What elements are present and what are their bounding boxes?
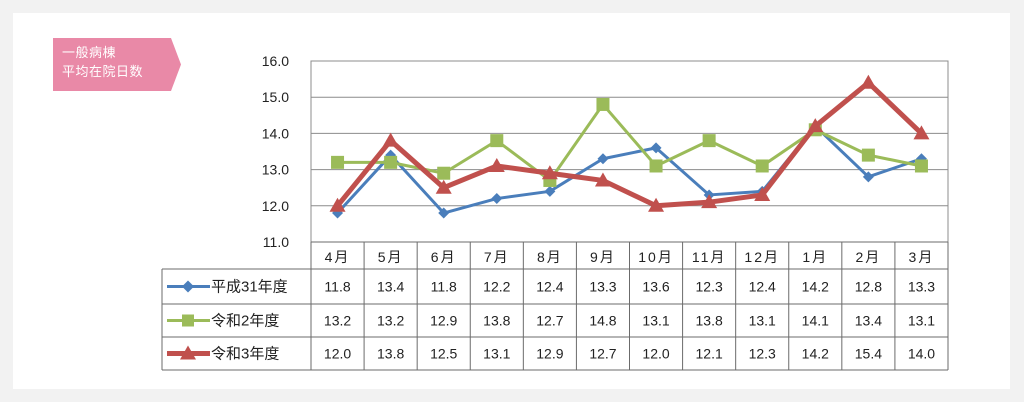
data-table-value: 11.8	[324, 279, 350, 295]
data-table-value: 13.8	[483, 313, 510, 329]
data-table-value: 12.3	[749, 346, 776, 362]
data-table-value: 12.4	[749, 279, 776, 295]
y-tick-label: 16.0	[262, 53, 289, 69]
data-point	[594, 172, 611, 187]
data-point	[649, 159, 663, 173]
data-point	[488, 157, 505, 172]
data-point	[597, 153, 609, 165]
y-tick-label: 12.0	[262, 198, 289, 214]
series-line	[337, 102, 922, 182]
x-tick-label: 3月	[909, 249, 935, 265]
data-point	[701, 194, 718, 209]
x-tick-label: 5月	[378, 249, 404, 265]
chart-panel	[13, 13, 1010, 389]
data-table-value: 13.2	[324, 313, 351, 329]
data-table-value: 13.4	[855, 313, 882, 329]
data-table-value: 12.0	[642, 346, 669, 362]
data-point	[329, 197, 346, 212]
legend-series-name: 平成31年度	[211, 279, 288, 296]
data-table-value: 11.8	[431, 279, 457, 295]
data-table-value: 12.0	[324, 346, 351, 362]
x-tick-label: 7月	[484, 249, 510, 265]
data-table-value: 14.0	[908, 346, 935, 362]
data-table-value: 12.9	[536, 346, 563, 362]
data-table-value: 13.8	[377, 346, 404, 362]
x-tick-label: 11月	[692, 249, 727, 265]
data-table-value: 12.7	[536, 313, 563, 329]
data-point	[596, 97, 610, 111]
data-table-value: 14.2	[802, 279, 829, 295]
data-table-value: 13.2	[377, 313, 404, 329]
data-point	[382, 132, 399, 147]
data-table-value: 15.4	[855, 346, 882, 362]
data-point	[913, 125, 930, 140]
y-tick-label: 13.0	[262, 162, 289, 178]
data-table-value: 12.5	[430, 346, 457, 362]
x-tick-label: 12月	[744, 249, 780, 265]
data-table-value: 12.1	[696, 346, 723, 362]
data-table-value: 12.4	[536, 279, 563, 295]
data-table-value: 14.2	[802, 346, 829, 362]
data-table-value: 12.2	[483, 279, 510, 295]
badge-title-line1: 一般病棟	[62, 46, 117, 61]
data-table-value: 13.1	[483, 346, 510, 362]
x-tick-label: 1月	[802, 249, 828, 265]
data-point	[541, 165, 558, 180]
data-table-value: 13.1	[749, 313, 776, 329]
data-point	[437, 166, 451, 180]
data-point	[650, 142, 662, 154]
data-table-value: 13.1	[908, 313, 935, 329]
data-table-value: 12.3	[696, 279, 723, 295]
data-table-value: 13.4	[377, 279, 404, 295]
x-tick-label: 8月	[537, 249, 563, 265]
data-table-value: 13.1	[642, 313, 669, 329]
data-point	[544, 185, 556, 197]
x-tick-label: 4月	[325, 249, 351, 265]
data-table-value: 12.9	[430, 313, 457, 329]
data-table-value: 12.8	[855, 279, 882, 295]
x-tick-label: 2月	[855, 249, 881, 265]
data-point	[438, 207, 450, 219]
data-point	[702, 134, 716, 148]
chart-title-badge: 一般病棟 平均在院日数	[53, 38, 181, 91]
data-point	[914, 159, 928, 173]
y-tick-label: 14.0	[262, 125, 289, 141]
y-tick-label: 11.0	[263, 234, 289, 250]
legend-key-marker	[182, 280, 194, 293]
data-table-value: 12.7	[589, 346, 616, 362]
data-point	[435, 179, 452, 194]
data-point	[490, 134, 504, 148]
legend-key-marker	[180, 345, 196, 360]
data-table-value: 13.8	[696, 313, 723, 329]
series-line	[335, 80, 924, 209]
data-point	[862, 171, 874, 183]
data-table-value: 13.6	[642, 279, 669, 295]
x-tick-label: 10月	[638, 249, 674, 265]
legend-series-name: 令和3年度	[211, 346, 279, 363]
data-point	[331, 155, 345, 169]
data-point	[860, 74, 877, 89]
data-table-value: 14.8	[589, 313, 616, 329]
data-point	[491, 193, 503, 205]
badge-shape	[53, 38, 181, 91]
badge-title-line2: 平均在院日数	[62, 65, 144, 80]
data-point	[648, 197, 665, 212]
x-tick-label: 9月	[590, 249, 616, 265]
data-table-value: 14.1	[802, 313, 829, 329]
data-point	[384, 155, 398, 169]
x-tick-label: 6月	[431, 249, 457, 265]
data-point	[807, 118, 824, 133]
y-tick-label: 15.0	[262, 89, 289, 105]
legend-key-marker	[182, 314, 194, 327]
data-table-value: 13.3	[908, 279, 935, 295]
data-point	[755, 159, 769, 173]
data-table-value: 13.3	[589, 279, 616, 295]
data-point	[754, 186, 771, 201]
legend-series-name: 令和2年度	[211, 313, 279, 330]
data-point	[861, 148, 875, 162]
